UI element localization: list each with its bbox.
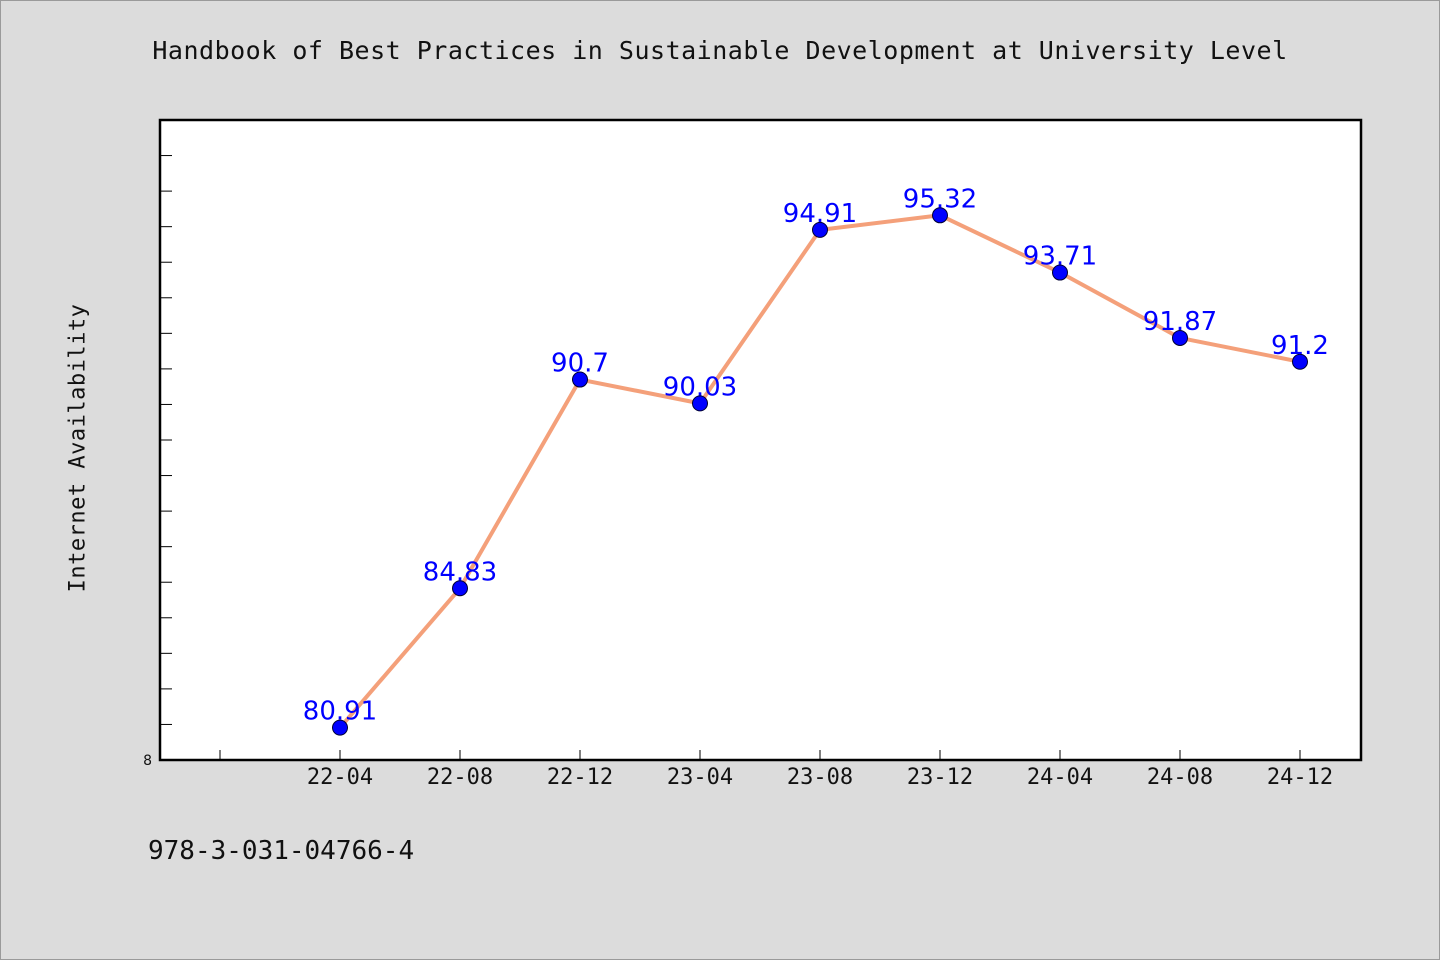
data-point bbox=[452, 580, 468, 597]
data-point bbox=[1292, 353, 1308, 370]
data-label: 94.91 bbox=[783, 199, 857, 229]
y-axis-ticks: 8 bbox=[143, 155, 172, 769]
chart-title: Handbook of Best Practices in Sustainabl… bbox=[152, 36, 1288, 65]
data-label: 90.03 bbox=[663, 372, 737, 402]
data-point bbox=[332, 719, 348, 736]
data-point bbox=[812, 221, 828, 238]
data-point bbox=[692, 395, 708, 412]
x-tick-label: 24-08 bbox=[1147, 765, 1213, 790]
data-label: 91.87 bbox=[1143, 307, 1217, 337]
x-axis-ticks: 22-04 22-08 22-12 23-04 23-08 23-12 24-04 24-08… bbox=[219, 750, 1333, 790]
x-tick-label: 22-08 bbox=[427, 765, 493, 790]
x-tick-label: 24-04 bbox=[1027, 765, 1093, 790]
y-tick-label: 8 bbox=[143, 753, 152, 769]
x-tick-label: 23-12 bbox=[907, 765, 973, 790]
series-markers bbox=[332, 207, 1308, 736]
data-point bbox=[572, 371, 588, 388]
x-tick-label: 23-04 bbox=[667, 765, 733, 790]
data-label: 84.83 bbox=[423, 557, 497, 587]
x-tick-label: 24-12 bbox=[1267, 765, 1333, 790]
plot-area bbox=[158, 118, 1363, 762]
data-labels: 80.91 84.83 90.7 90.03 94.91 95.32 93.71 91.87 9… bbox=[303, 184, 1329, 726]
data-label: 95.32 bbox=[903, 184, 977, 214]
isbn-text: 978-3-031-04766-4 bbox=[148, 836, 415, 866]
x-tick-label: 22-04 bbox=[307, 765, 373, 790]
x-tick-label: 22-12 bbox=[547, 765, 613, 790]
data-label: 91.2 bbox=[1271, 331, 1329, 361]
data-point bbox=[932, 207, 948, 224]
data-label: 90.7 bbox=[551, 349, 609, 379]
x-tick-label: 23-08 bbox=[787, 765, 853, 790]
data-label: 93.71 bbox=[1023, 242, 1097, 272]
data-point bbox=[1052, 264, 1068, 281]
data-point bbox=[1172, 329, 1188, 346]
data-label: 80.91 bbox=[303, 697, 377, 727]
